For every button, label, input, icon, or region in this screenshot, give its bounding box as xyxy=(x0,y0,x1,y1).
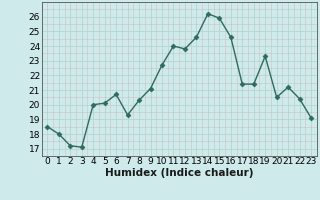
X-axis label: Humidex (Indice chaleur): Humidex (Indice chaleur) xyxy=(105,168,253,178)
